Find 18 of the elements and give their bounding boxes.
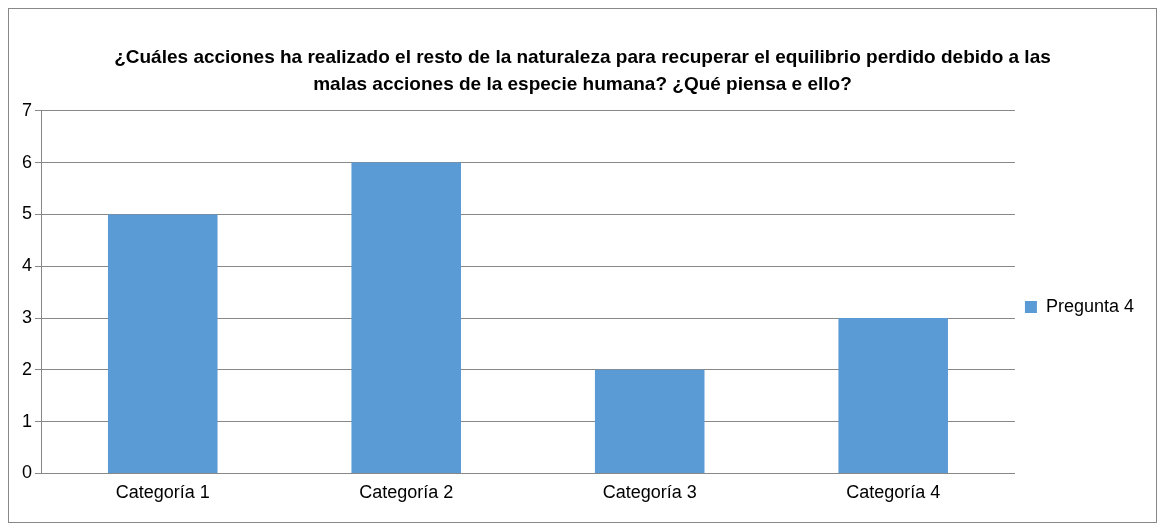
y-tick-label: 0 [22, 462, 33, 483]
y-tick-label: 7 [22, 99, 33, 120]
y-tick-label: 6 [22, 151, 33, 172]
y-tick-label: 2 [22, 358, 33, 379]
x-tick-label: Categoría 2 [359, 482, 454, 503]
bar [838, 318, 948, 473]
y-tick-label: 4 [22, 255, 33, 276]
x-tick-label: Categoría 1 [115, 482, 210, 503]
bar [107, 214, 218, 473]
chart-title: ¿Cuáles acciones ha realizado el resto de la naturaleza para recuperar el equilibrio perdido debido a las malas acciones de la especie humana? ¿Qué piensa e ello? [113, 45, 1052, 96]
x-tick-label: Categoría 3 [602, 482, 697, 503]
y-tick-label: 3 [22, 306, 33, 327]
y-tick-label: 5 [22, 203, 33, 224]
x-tick-label: Categoría 4 [846, 482, 941, 503]
bar [351, 162, 462, 473]
y-tick-label: 1 [22, 410, 33, 431]
legend-label: Pregunta 4 [1045, 295, 1135, 316]
bar [594, 369, 705, 473]
